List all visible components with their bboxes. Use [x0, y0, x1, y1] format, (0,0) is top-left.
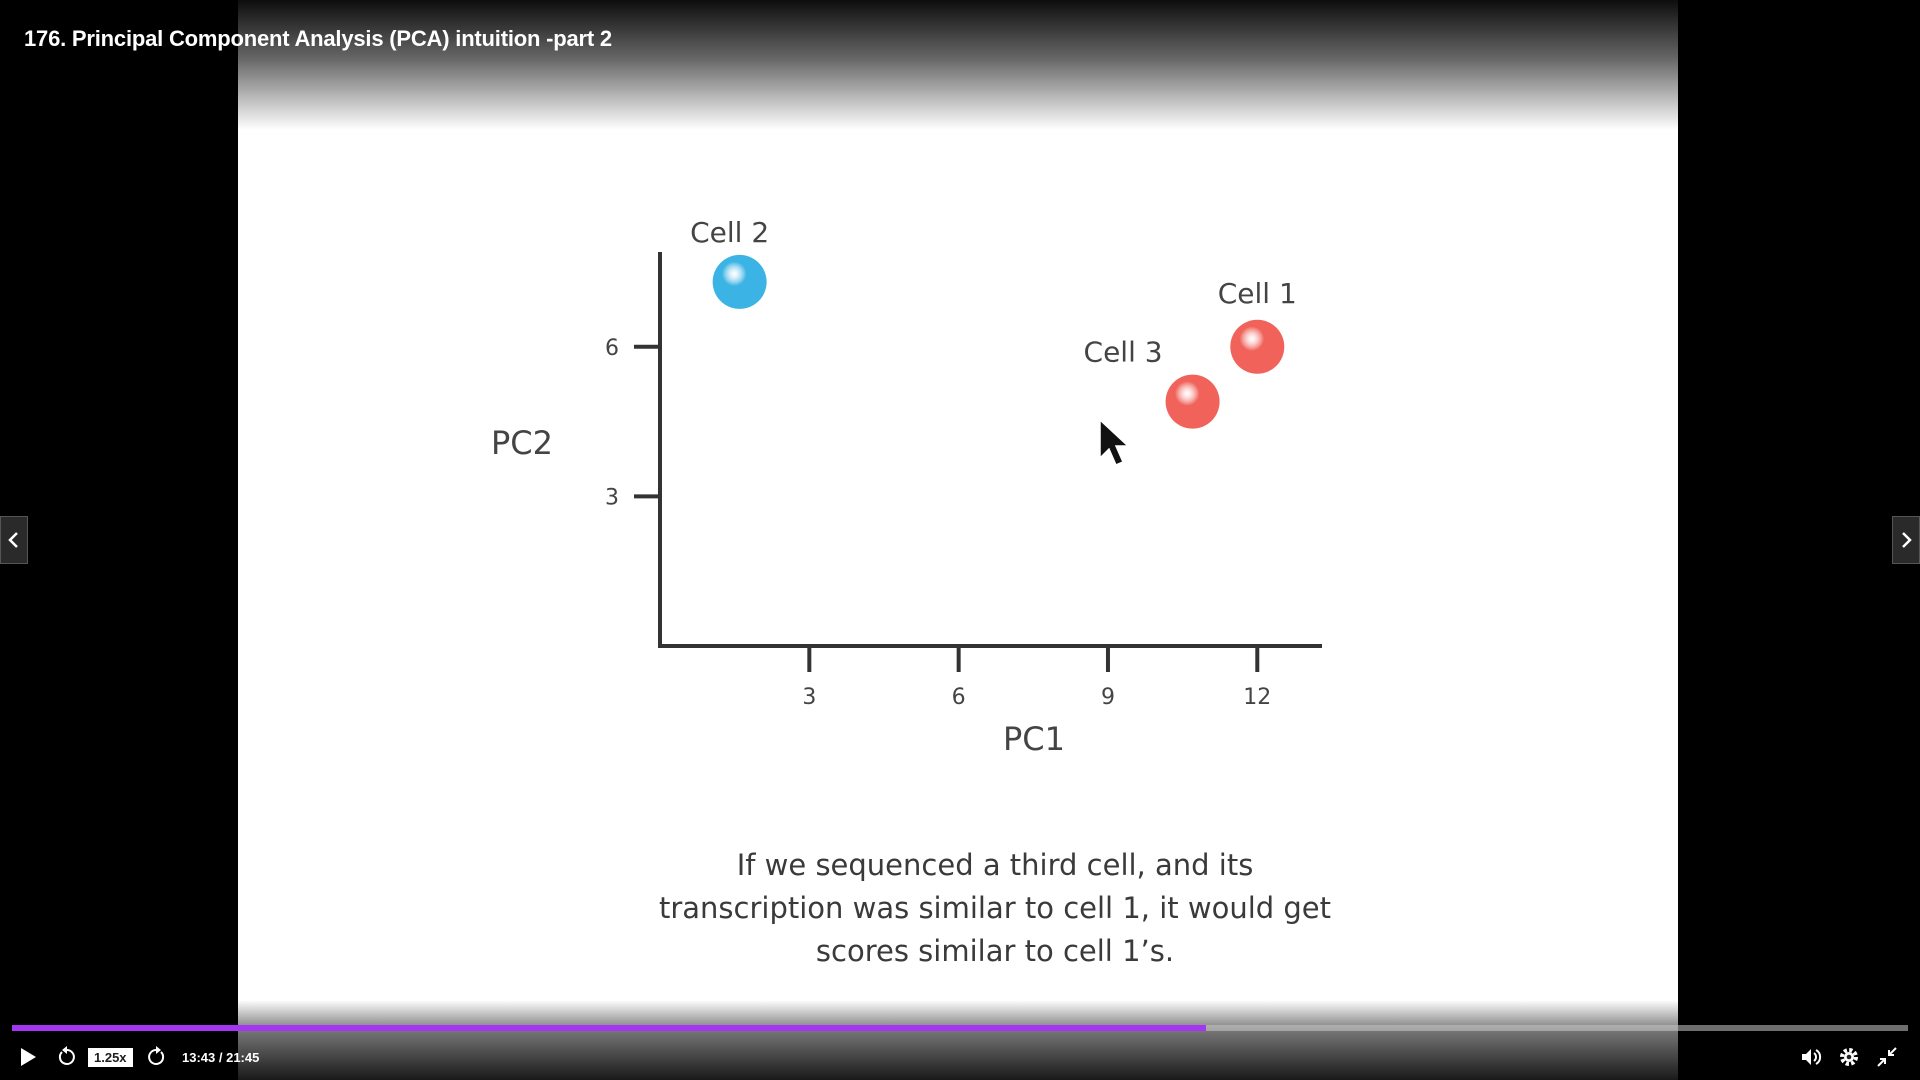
caption-line: If we sequenced a third cell, and its	[736, 848, 1254, 882]
settings-button[interactable]	[1836, 1044, 1862, 1070]
rewind-icon	[58, 1046, 75, 1065]
play-icon	[21, 1048, 36, 1066]
playback-speed-button[interactable]: 1.25x	[88, 1048, 133, 1067]
data-point	[1230, 319, 1285, 374]
y-tick-label: 6	[605, 336, 619, 361]
data-point-label: Cell 1	[1218, 277, 1297, 310]
play-button[interactable]	[14, 1044, 40, 1070]
data-point-label: Cell 3	[1084, 336, 1163, 369]
volume-button[interactable]	[1798, 1044, 1824, 1070]
x-tick-label: 6	[952, 685, 966, 710]
caption-line: transcription was similar to cell 1, it …	[658, 891, 1332, 925]
gear-icon	[1840, 1048, 1858, 1066]
data-point	[1165, 374, 1220, 429]
y-tick-label: 3	[605, 485, 619, 510]
x-tick-label: 12	[1243, 685, 1271, 710]
mouse-cursor-icon	[1099, 418, 1130, 466]
forward-5s-button[interactable]	[143, 1044, 169, 1070]
rewind-5s-button[interactable]	[54, 1044, 80, 1070]
plot-ticks: 3 6 9 12 3 6	[605, 336, 1271, 710]
volume-icon	[1802, 1049, 1822, 1065]
video-title: 176. Principal Component Analysis (PCA) …	[24, 26, 612, 51]
lecture-slide	[238, 0, 1678, 1080]
caption-line: scores similar to cell 1’s.	[815, 934, 1175, 968]
data-point-label: Cell 2	[690, 216, 769, 249]
x-tick-label: 9	[1101, 685, 1115, 710]
progress-bar[interactable]	[12, 1025, 1908, 1031]
next-lecture-button[interactable]	[1892, 516, 1920, 564]
plot-axes	[658, 252, 1322, 648]
previous-lecture-button[interactable]	[0, 516, 28, 564]
y-axis-label: PC2	[491, 424, 553, 462]
progress-bar-fill	[12, 1025, 1207, 1031]
x-tick-label: 3	[802, 685, 816, 710]
exit-fullscreen-icon	[1877, 1047, 1897, 1067]
exit-fullscreen-button[interactable]	[1874, 1044, 1900, 1070]
forward-icon	[148, 1046, 165, 1065]
chevron-left-icon	[8, 532, 18, 548]
data-point	[712, 254, 767, 309]
chevron-right-icon	[1902, 532, 1912, 548]
plot-points: Cell 2 Cell 1 Cell 3	[690, 216, 1297, 429]
slide-caption: If we sequenced a third cell, and its tr…	[560, 844, 1430, 973]
timecode: 13:43 / 21:45	[182, 1050, 260, 1065]
x-axis-label: PC1	[1003, 720, 1065, 758]
